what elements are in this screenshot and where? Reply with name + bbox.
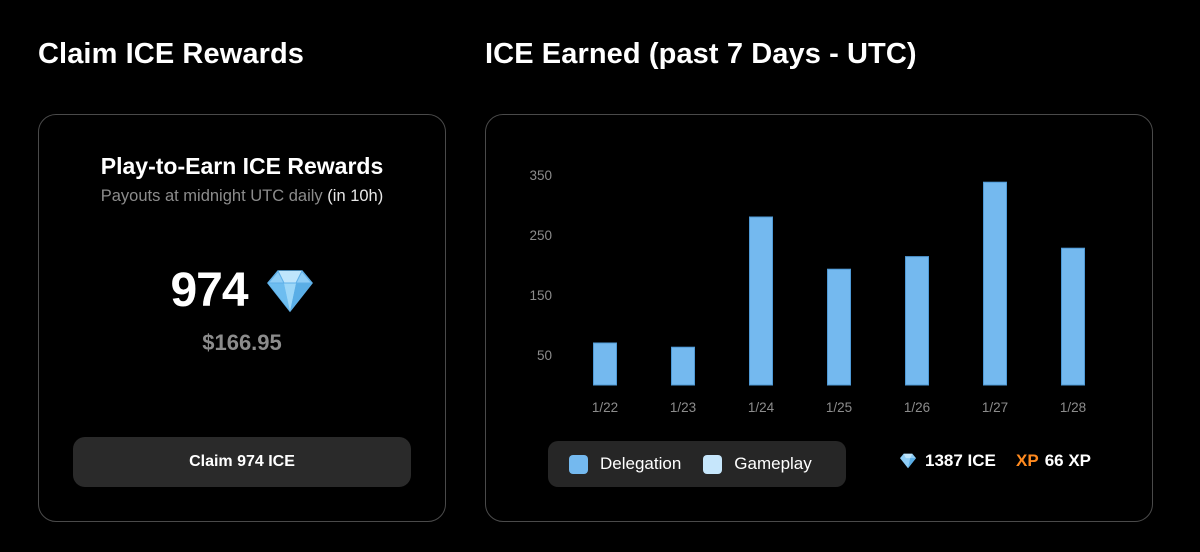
legend-item-gameplay[interactable]: Gameplay	[703, 454, 812, 474]
bar-1/23[interactable]	[671, 346, 695, 386]
ice-amount: 974	[170, 264, 248, 317]
bar-1/28[interactable]	[1061, 247, 1085, 386]
ice-amount-row: 974	[39, 263, 445, 318]
bar-1/27[interactable]	[983, 181, 1007, 386]
x-tick-label: 1/24	[748, 400, 775, 415]
y-tick-label: 250	[529, 228, 552, 243]
x-tick-label: 1/27	[982, 400, 1008, 415]
bar-1/26[interactable]	[905, 256, 929, 386]
x-tick-label: 1/22	[592, 400, 618, 415]
claim-button[interactable]: Claim 974 ICE	[73, 437, 411, 487]
ice-total-value: 1387 ICE	[925, 451, 996, 470]
x-tick-label: 1/25	[826, 400, 852, 415]
x-tick-label: 1/28	[1060, 400, 1086, 415]
ice-earned-title: ICE Earned (past 7 Days - UTC)	[485, 38, 917, 70]
chart-legend: Delegation Gameplay	[548, 441, 846, 487]
legend-swatch-gameplay	[703, 454, 723, 474]
legend-label: Delegation	[600, 454, 682, 473]
y-tick-label: 350	[529, 168, 552, 183]
diamond-icon	[900, 453, 916, 469]
payout-schedule: Payouts at midnight UTC daily (in 10h)	[39, 187, 445, 206]
bar-chart: 50 150 250 350 1/22 1/23 1/24 1/25 1/26 1/27 1/28	[529, 168, 1086, 415]
ice-total: 1387 ICE	[899, 451, 996, 471]
y-tick-label: 50	[537, 348, 552, 363]
x-tick-label: 1/26	[904, 400, 930, 415]
legend-swatch-delegation	[569, 454, 588, 474]
card-heading: Play-to-Earn ICE Rewards	[100, 153, 384, 179]
xp-label: XP	[1016, 451, 1039, 470]
diamond-icon	[266, 269, 313, 312]
x-tick-label: 1/23	[670, 400, 696, 415]
legend-item-delegation[interactable]: Delegation	[569, 454, 681, 474]
xp-total-value: 66 XP	[1044, 451, 1091, 470]
usd-value: $166.95	[202, 330, 282, 355]
bar-1/25[interactable]	[827, 268, 851, 386]
y-tick-label: 150	[529, 288, 552, 303]
claim-rewards-card: Play-to-Earn ICE Rewards Payouts at midn…	[38, 114, 446, 522]
payout-countdown: (in 10h)	[327, 187, 384, 205]
legend-label: Gameplay	[734, 454, 812, 473]
ice-earned-chart-card: 50 150 250 350 1/22 1/23 1/24 1/25 1/26 1/27 1/28 …	[485, 114, 1153, 522]
bar-1/24[interactable]	[749, 216, 773, 386]
bar-1/22[interactable]	[593, 342, 617, 386]
payout-schedule-text: Payouts at midnight UTC daily	[100, 187, 323, 205]
claim-rewards-title: Claim ICE Rewards	[38, 38, 305, 70]
xp-total: XP 66 XP	[1016, 451, 1091, 471]
